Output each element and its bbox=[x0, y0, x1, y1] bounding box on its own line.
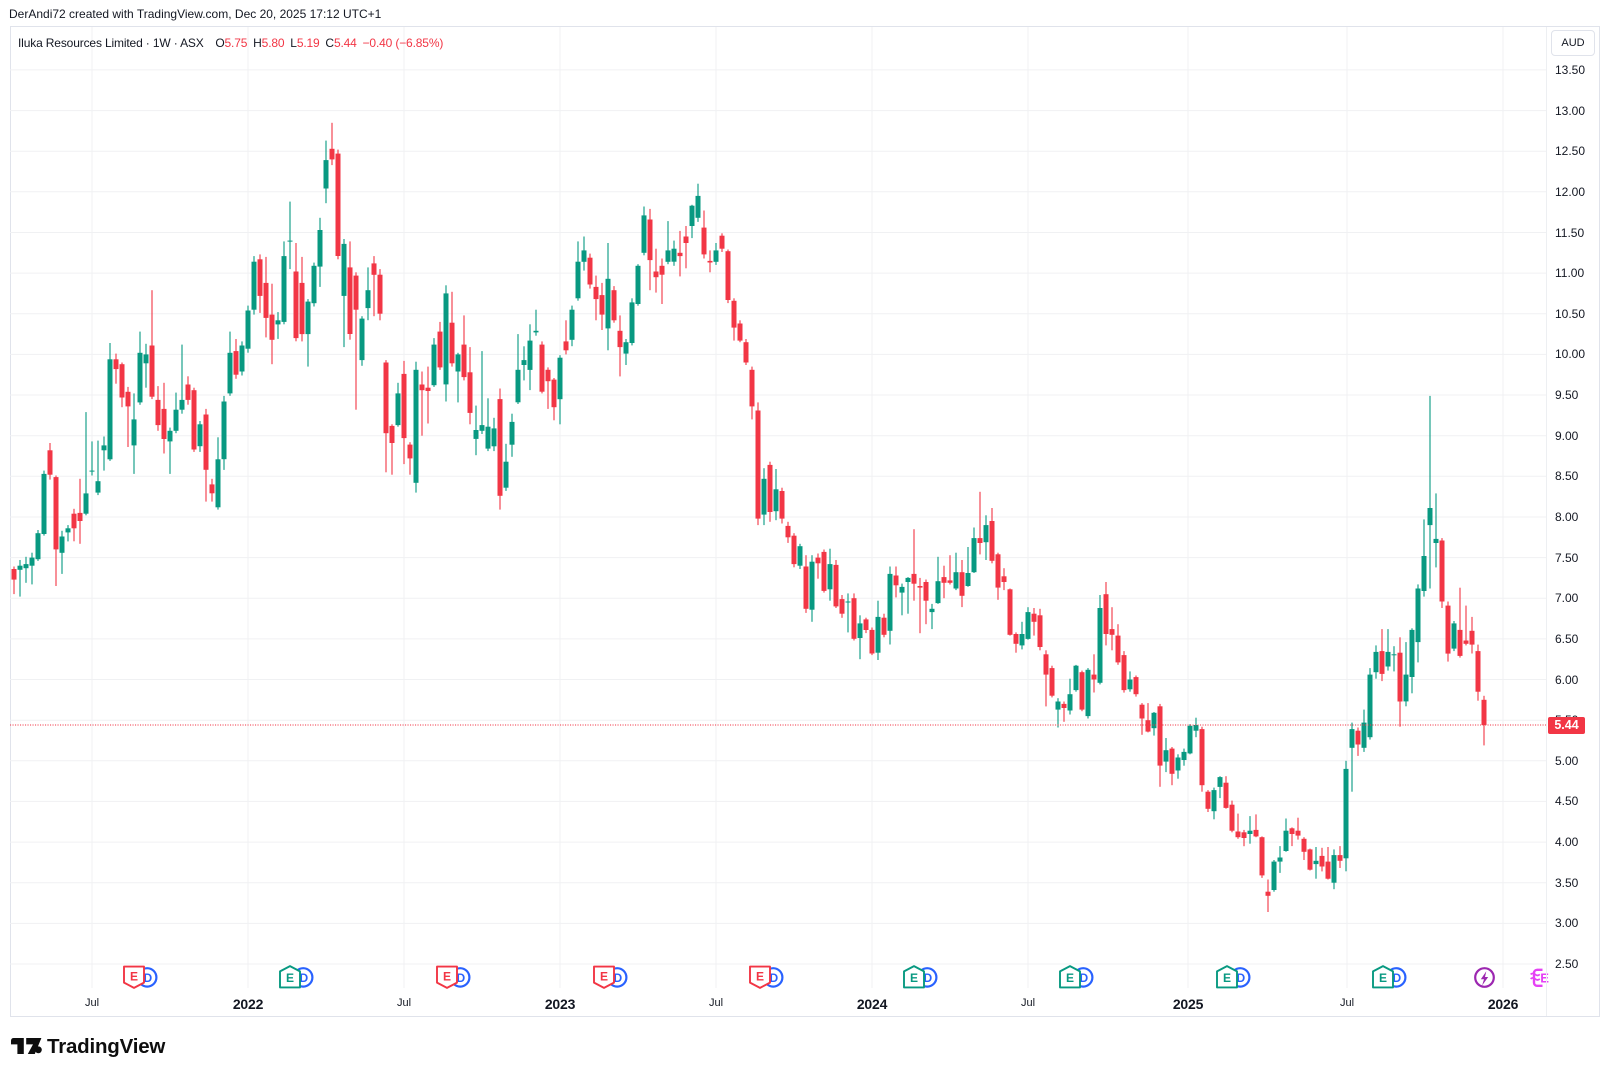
svg-text:E: E bbox=[130, 969, 138, 983]
svg-text:E: E bbox=[1540, 971, 1549, 986]
svg-text:D: D bbox=[923, 971, 932, 985]
svg-text:E: E bbox=[756, 969, 764, 983]
svg-text:E: E bbox=[1066, 971, 1074, 985]
svg-text:D: D bbox=[299, 971, 308, 985]
svg-text:D: D bbox=[769, 971, 778, 985]
svg-text:E: E bbox=[1379, 971, 1387, 985]
svg-text:D: D bbox=[613, 971, 622, 985]
svg-text:D: D bbox=[1079, 971, 1088, 985]
svg-text:D: D bbox=[143, 971, 152, 985]
svg-text:E: E bbox=[1223, 971, 1231, 985]
svg-text:E: E bbox=[443, 969, 451, 983]
svg-text:E: E bbox=[286, 971, 294, 985]
svg-text:D: D bbox=[1392, 971, 1401, 985]
svg-text:D: D bbox=[456, 971, 465, 985]
svg-text:D: D bbox=[1236, 971, 1245, 985]
svg-text:E: E bbox=[600, 969, 608, 983]
svg-text:E: E bbox=[910, 971, 918, 985]
